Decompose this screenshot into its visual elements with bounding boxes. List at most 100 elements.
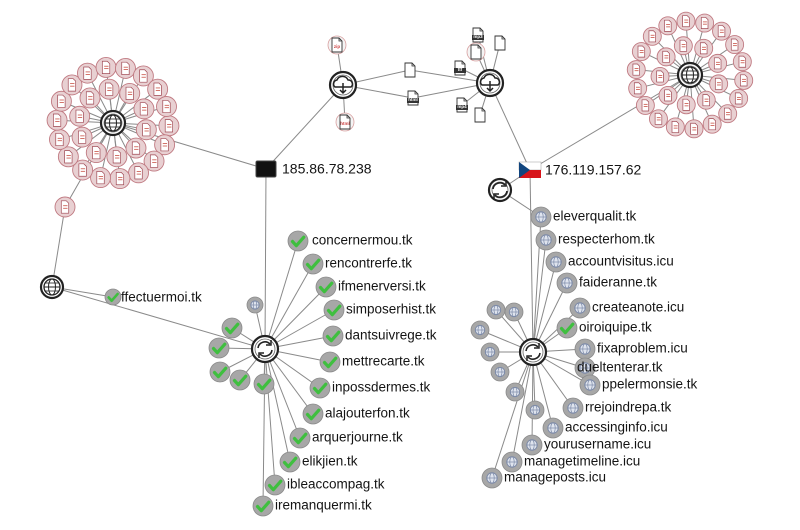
malware-file-node <box>631 42 651 62</box>
domain-label: yourusername.icu <box>544 437 651 452</box>
left-domain-hub <box>250 334 280 364</box>
domain-label: inpossdermes.tk <box>332 380 431 395</box>
globe-domain-node <box>542 417 564 439</box>
malware-file-node <box>133 98 155 120</box>
malware-file-node <box>676 11 696 31</box>
domain-label: alajouterfon.tk <box>325 406 410 421</box>
check-domain-node <box>302 253 324 275</box>
malware-file-node <box>135 119 157 141</box>
malware-file-node <box>708 53 728 73</box>
svg-text:ttf: ttf <box>458 67 463 72</box>
domain-label: rencontrerfe.tk <box>325 256 412 271</box>
right-file-cluster <box>626 11 754 139</box>
czech-flag-icon <box>518 161 542 178</box>
check-domain-node <box>221 317 243 339</box>
file-type-icon: mp3 <box>472 27 484 43</box>
left-cluster-hub <box>99 109 127 137</box>
edge-domain <box>532 261 557 353</box>
check-domain-node <box>309 377 331 399</box>
file-type-icon: mp4 <box>456 97 468 113</box>
nodes-layer: zip html html mp3 ttf mp4 <box>39 11 754 517</box>
svg-text:html: html <box>340 121 350 126</box>
check-domain-node <box>556 317 578 339</box>
edge-domain <box>264 348 301 439</box>
globe-domain-node <box>480 342 500 362</box>
svg-text:mp4: mp4 <box>457 104 467 109</box>
malware-file-node <box>673 36 693 56</box>
check-domain-node <box>323 299 345 321</box>
malware-file-node <box>95 56 117 78</box>
download-hub <box>328 70 358 100</box>
malware-file-node <box>154 134 176 156</box>
file-type-icon <box>404 62 416 78</box>
labels-layer: 185.86.78.238 176.119.157.62 concernermou.… <box>121 161 698 513</box>
globe-domain-node <box>246 296 264 314</box>
edge-domain <box>264 240 299 350</box>
malware-file-node <box>158 115 180 137</box>
malware-file-node <box>98 78 120 100</box>
file-type-icon <box>474 107 486 123</box>
domain-label: ifmenerversi.tk <box>338 279 426 294</box>
download-hub <box>475 68 505 98</box>
check-domain-node <box>229 369 251 391</box>
malware-file-node <box>729 88 749 108</box>
file-type-icon: zip <box>327 35 347 55</box>
globe-domain-node <box>501 451 523 473</box>
domain-label: manageposts.icu <box>504 470 606 485</box>
malware-file-node <box>695 13 715 33</box>
dns-hub <box>39 274 65 300</box>
check-domain-node <box>104 288 122 306</box>
malware-file-node <box>125 137 147 159</box>
edge-domain <box>264 263 314 350</box>
globe-domain-node <box>486 300 506 320</box>
malware-file-node <box>732 52 752 72</box>
malware-file-node <box>132 65 154 87</box>
edge-file-globe <box>51 206 66 288</box>
file-type-icon <box>494 35 506 51</box>
malware-file-node <box>143 150 165 172</box>
check-domain-node <box>252 495 274 517</box>
edge-domain <box>264 348 276 486</box>
malware-file-node <box>54 196 76 218</box>
globe-domain-node <box>525 400 545 420</box>
file-type-icon: html <box>407 90 419 106</box>
black-flag-icon <box>255 160 277 178</box>
domain-label: arquerjourne.tk <box>312 430 403 445</box>
check-domain-node <box>209 361 231 383</box>
edge-ip-sync <box>529 169 534 353</box>
globe-domain-node <box>556 272 578 294</box>
malware-file-node <box>642 26 662 46</box>
domain-label: faideranne.tk <box>579 275 657 290</box>
edge-domain <box>531 351 534 446</box>
globe-domain-node <box>530 206 552 228</box>
malware-file-node <box>650 67 670 86</box>
edge-ip-cloud <box>265 84 344 170</box>
malware-file-node <box>90 167 111 189</box>
check-domain-node <box>279 451 301 473</box>
domain-label: mettrecarte.tk <box>342 354 425 369</box>
malware-file-node <box>626 60 646 80</box>
malware-file-node <box>734 70 754 90</box>
malware-file-node <box>709 74 729 94</box>
edge-domain <box>491 351 534 479</box>
globe-domain-node <box>562 397 584 419</box>
file-type-icon: html <box>335 112 355 132</box>
malware-file-node <box>69 105 91 127</box>
check-domain-node <box>208 337 230 359</box>
globe-domain-node <box>574 338 596 360</box>
domain-label: createanote.icu <box>592 300 684 315</box>
malware-file-node <box>658 85 678 105</box>
malware-file-node <box>676 95 696 115</box>
check-domain-node <box>253 373 275 395</box>
left-file-cluster <box>46 56 180 190</box>
domain-label: fixaproblem.icu <box>597 341 688 356</box>
malware-file-node <box>656 47 676 67</box>
globe-domain-node <box>521 434 543 456</box>
globe-domain-node <box>470 320 490 340</box>
svg-text:zip: zip <box>334 44 341 49</box>
right-cluster-hub <box>676 61 704 89</box>
edge-domain <box>532 239 547 353</box>
check-domain-node <box>319 351 341 373</box>
malware-file-node <box>635 95 655 115</box>
